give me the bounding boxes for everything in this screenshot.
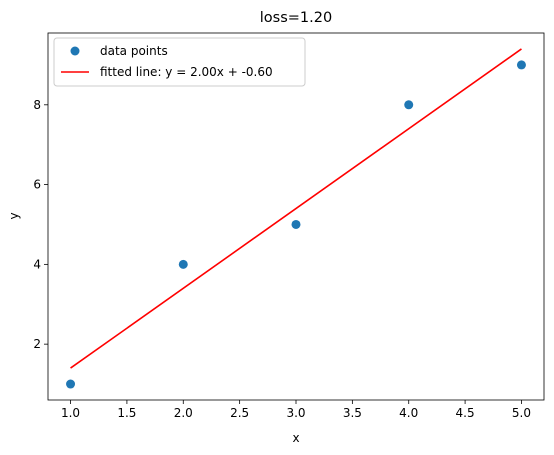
legend-marker-data-points bbox=[70, 46, 80, 56]
x-tick-label: 2.0 bbox=[174, 406, 193, 420]
fitted-line bbox=[70, 48, 522, 369]
legend-label-data-points: data points bbox=[100, 44, 168, 58]
plot-area bbox=[66, 48, 526, 389]
y-tick-label: 8 bbox=[33, 98, 41, 112]
data-point bbox=[404, 100, 414, 110]
x-tick-label: 1.0 bbox=[61, 406, 80, 420]
y-axis-label: y bbox=[7, 212, 21, 219]
data-point bbox=[516, 60, 526, 70]
data-point bbox=[66, 379, 76, 389]
plot-frame bbox=[47, 32, 545, 401]
chart-title: loss=1.20 bbox=[260, 10, 332, 26]
x-axis-label: x bbox=[292, 431, 299, 445]
data-point bbox=[291, 219, 301, 229]
x-tick-label: 2.5 bbox=[230, 406, 249, 420]
x-tick-label: 4.0 bbox=[399, 406, 418, 420]
data-point bbox=[178, 259, 188, 269]
x-tick-label: 3.5 bbox=[343, 406, 362, 420]
x-axis: 1.0 1.5 2.0 2.5 3.0 3.5 4.0 4.5 5.0 bbox=[61, 400, 531, 420]
y-tick-label: 6 bbox=[33, 178, 41, 192]
y-tick-label: 2 bbox=[33, 337, 41, 351]
x-tick-label: 4.5 bbox=[456, 406, 475, 420]
legend: data points fitted line: y = 2.00x + -0.… bbox=[53, 37, 306, 87]
y-tick-label: 4 bbox=[33, 257, 41, 271]
x-tick-label: 3.0 bbox=[286, 406, 305, 420]
legend-box bbox=[53, 37, 306, 87]
y-axis: 2 4 6 8 bbox=[33, 98, 48, 351]
x-tick-label: 5.0 bbox=[512, 406, 531, 420]
legend-label-fitted-line: fitted line: y = 2.00x + -0.60 bbox=[100, 65, 273, 79]
x-tick-label: 1.5 bbox=[117, 406, 136, 420]
